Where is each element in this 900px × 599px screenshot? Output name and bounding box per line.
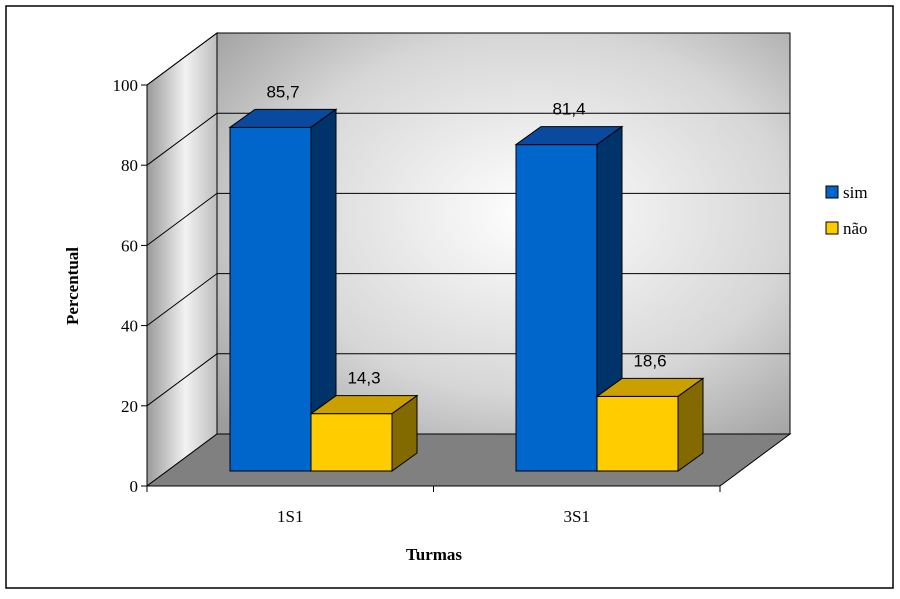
bar-front — [515, 144, 598, 472]
bar-side — [677, 377, 704, 472]
axes: 0 20 40 60 80 100 1S1 3S1 — [113, 76, 721, 526]
bar-front — [310, 413, 393, 472]
y-tick-label: 40 — [121, 317, 138, 336]
bar-sim-3S1 — [514, 125, 624, 472]
bar-sim-1S1 — [228, 108, 338, 472]
data-label: 81,4 — [552, 100, 585, 119]
gridline-side — [146, 32, 218, 86]
bar-não-1S1 — [309, 394, 419, 472]
y-axis-title: Percentual — [63, 247, 82, 325]
x-axis-title: Turmas — [406, 545, 462, 564]
data-label: 18,6 — [633, 351, 666, 370]
y-tick-label: 60 — [121, 236, 138, 255]
y-tick-label: 0 — [130, 477, 139, 496]
gridline-side — [146, 192, 218, 246]
legend-swatch-sim — [825, 185, 839, 199]
bar-não-3S1 — [595, 377, 705, 472]
bar-front — [596, 395, 679, 472]
side-wall — [146, 32, 218, 487]
y-tick-label: 20 — [121, 397, 138, 416]
bars — [228, 108, 705, 472]
legend: sim não — [825, 183, 868, 238]
data-label: 85,7 — [266, 82, 299, 101]
legend-label-não: não — [843, 219, 868, 238]
gridline-side — [146, 273, 218, 327]
data-label: 14,3 — [347, 369, 380, 388]
gridline-side — [146, 112, 218, 166]
bar-front — [229, 126, 312, 472]
legend-label-sim: sim — [843, 183, 868, 202]
bar-side — [391, 394, 418, 472]
x-tick-label: 1S1 — [277, 507, 303, 526]
gridline-side — [146, 353, 218, 407]
y-tick-label: 100 — [113, 76, 139, 95]
legend-swatch-não — [825, 221, 839, 235]
data-labels: 85,7 14,3 81,4 18,6 — [266, 82, 666, 387]
x-tick-label: 3S1 — [564, 507, 590, 526]
y-tick-label: 80 — [121, 156, 138, 175]
